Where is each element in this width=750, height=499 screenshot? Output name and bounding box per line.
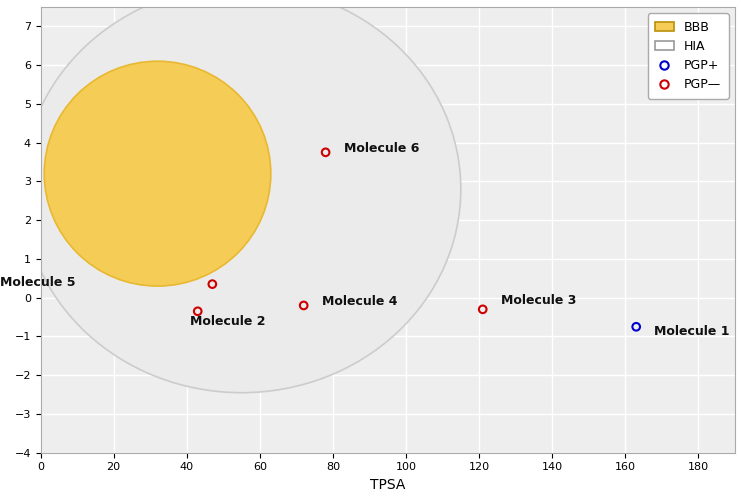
Text: Molecule 5: Molecule 5 xyxy=(1,276,76,289)
Ellipse shape xyxy=(22,0,460,393)
X-axis label: TPSA: TPSA xyxy=(370,478,406,492)
Point xyxy=(298,301,310,309)
Point xyxy=(206,280,218,288)
Point xyxy=(630,323,642,331)
Point xyxy=(477,305,489,313)
Text: Molecule 1: Molecule 1 xyxy=(655,324,730,337)
Text: Molecule 2: Molecule 2 xyxy=(190,315,266,328)
Point xyxy=(320,148,332,156)
Text: Molecule 4: Molecule 4 xyxy=(322,295,398,308)
Text: Molecule 3: Molecule 3 xyxy=(501,293,577,306)
Ellipse shape xyxy=(44,61,271,286)
Point xyxy=(192,307,204,315)
Legend: BBB, HIA, PGP+, PGP—: BBB, HIA, PGP+, PGP— xyxy=(647,13,728,99)
Text: Molecule 6: Molecule 6 xyxy=(344,142,419,155)
